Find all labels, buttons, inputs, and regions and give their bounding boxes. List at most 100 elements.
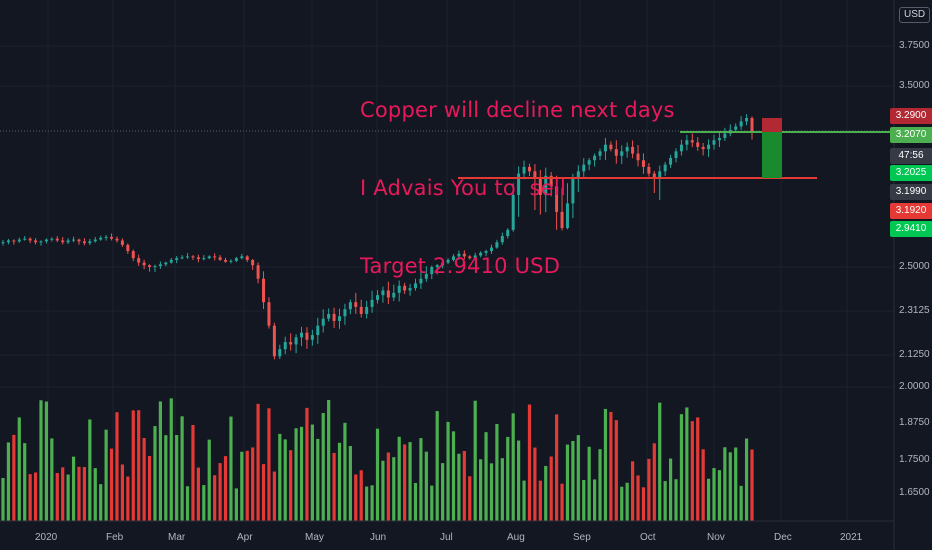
candle-body <box>110 236 114 239</box>
candle-body <box>93 239 97 242</box>
candle-body <box>272 325 276 357</box>
volume-bar <box>403 444 407 521</box>
volume-bar <box>169 398 173 521</box>
volume-bar <box>576 435 580 521</box>
candle-body <box>652 173 656 178</box>
volume-bar <box>370 485 374 521</box>
volume-bar <box>598 449 602 521</box>
volume-bar <box>668 458 673 521</box>
volume-bar <box>77 466 81 521</box>
volume-bar <box>674 479 678 521</box>
candle-body <box>376 295 379 300</box>
candle-body <box>191 256 195 258</box>
volume-bar <box>424 451 428 521</box>
time-label: Apr <box>237 532 253 543</box>
price-tick: 1.6500 <box>899 487 930 498</box>
prev-close-badge: 3.1920 <box>890 203 932 219</box>
volume-bar <box>587 446 591 521</box>
candle-body <box>126 244 130 252</box>
volume-bar <box>565 444 570 521</box>
stop-loss-zone <box>762 118 782 132</box>
candle-body <box>148 265 152 267</box>
candle-body <box>745 118 749 122</box>
candle-body <box>1 242 5 244</box>
candle-body <box>506 229 510 237</box>
volume-bar <box>213 475 217 521</box>
volume-bar <box>717 470 722 521</box>
candle-body <box>262 278 266 303</box>
candle-body <box>50 238 54 240</box>
candle-body <box>251 259 255 266</box>
candle-body <box>576 171 580 178</box>
volume-bar <box>636 475 640 521</box>
volume-bar <box>55 472 59 521</box>
candle-body <box>34 240 38 243</box>
volume-bar <box>261 464 266 521</box>
candle-body <box>413 283 417 289</box>
candle-body <box>316 325 320 336</box>
volume-bar <box>685 407 689 521</box>
candle-body <box>224 259 228 262</box>
candle-body <box>186 256 190 258</box>
volume-bar <box>299 426 304 521</box>
volume-bar <box>343 422 347 521</box>
candle-body <box>625 146 629 152</box>
volume-bar <box>647 458 651 521</box>
candle-body <box>359 306 363 314</box>
volume-bar <box>620 486 624 521</box>
candle-body <box>500 236 504 243</box>
volume-bar <box>267 408 271 521</box>
volume-bar <box>354 474 358 521</box>
candle-body <box>234 258 238 261</box>
candle-body <box>343 309 347 317</box>
volume-bar <box>66 474 70 521</box>
volume-bar <box>180 416 184 521</box>
volume-bar <box>408 442 412 521</box>
candle-body <box>707 144 711 150</box>
volume-bar <box>381 460 385 521</box>
volume-bar <box>131 410 135 521</box>
candle-body <box>202 258 206 260</box>
candle-body <box>451 256 455 260</box>
time-label: 2021 <box>840 532 863 543</box>
candle-body <box>55 238 59 241</box>
candle-body <box>153 266 157 268</box>
candle-body <box>663 164 667 172</box>
volume-bar <box>549 456 553 521</box>
candle-body <box>582 164 586 172</box>
volume-bar <box>120 464 125 521</box>
volume-bar <box>191 425 195 521</box>
candle-body <box>750 118 754 132</box>
volume-bar <box>744 438 749 521</box>
candle-body <box>641 160 645 167</box>
candle-body <box>278 349 282 357</box>
volume-bar <box>12 434 16 521</box>
price-tick: 1.8750 <box>899 417 930 428</box>
volume-bar <box>278 433 282 521</box>
volume-bar <box>158 401 162 521</box>
candle-body <box>164 262 168 265</box>
candle-body <box>403 285 407 291</box>
candle-body <box>115 238 119 241</box>
candle-body <box>468 256 472 259</box>
volume-bar <box>603 408 608 521</box>
volume-bar <box>652 443 656 521</box>
candle-body <box>386 290 390 298</box>
trade-annotation[interactable]: Copper will decline next days I Advais Y… <box>360 45 675 305</box>
volume-bar <box>690 421 694 521</box>
volume-bar <box>495 423 499 521</box>
volume-bar <box>706 478 711 521</box>
candle-body <box>72 239 76 241</box>
candle-body <box>207 256 211 259</box>
candle-body <box>435 265 439 267</box>
candle-body <box>381 290 385 296</box>
candle-body <box>712 140 716 145</box>
volume-bar <box>609 411 613 521</box>
candle-body <box>603 144 607 152</box>
candle-body <box>218 257 222 260</box>
drawing-tools[interactable] <box>458 118 894 179</box>
currency-button[interactable]: USD <box>899 7 931 23</box>
time-label: Sep <box>573 532 591 543</box>
candle-body <box>104 236 108 238</box>
